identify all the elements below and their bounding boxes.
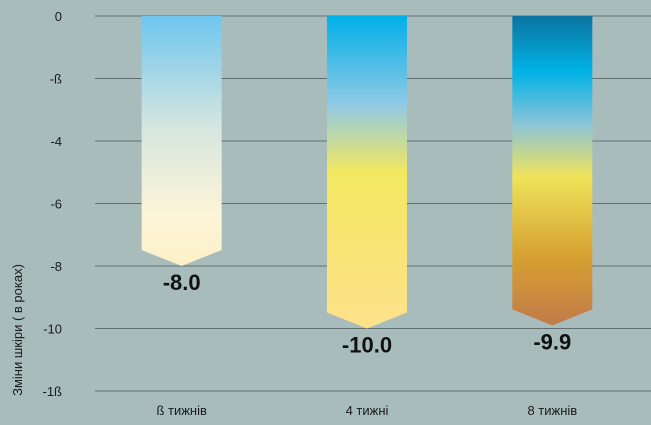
y-tick-label: -ß bbox=[50, 72, 62, 87]
x-tick-label: 8 тижнів bbox=[527, 403, 577, 418]
bar-value-label: -8.0 bbox=[163, 270, 201, 295]
bar-value-label: -10.0 bbox=[342, 333, 392, 358]
bar bbox=[512, 16, 593, 326]
bars bbox=[141, 16, 593, 329]
y-tick-label: -10 bbox=[43, 322, 62, 337]
y-tick-label: -1ß bbox=[43, 384, 63, 399]
y-tick-label: 0 bbox=[55, 9, 62, 24]
bar-value-label: -9.9 bbox=[533, 329, 571, 354]
x-axis-ticks: ß тижнів 4 тижні 8 тижнів bbox=[156, 403, 577, 418]
bar bbox=[327, 16, 407, 329]
x-tick-label: ß тижнів bbox=[156, 403, 207, 418]
bar bbox=[141, 16, 222, 266]
x-tick-label: 4 тижні bbox=[346, 403, 389, 418]
y-axis-ticks: 0 -ß -4 -6 -8 -10 -1ß bbox=[43, 9, 63, 399]
y-tick-label: -4 bbox=[50, 134, 62, 149]
value-labels: -8.0 -10.0 -9.9 bbox=[163, 270, 572, 358]
y-tick-label: -8 bbox=[50, 259, 62, 274]
y-axis-label: Зміни шкіри ( в роках) bbox=[10, 264, 25, 396]
y-tick-label: -6 bbox=[50, 197, 62, 212]
